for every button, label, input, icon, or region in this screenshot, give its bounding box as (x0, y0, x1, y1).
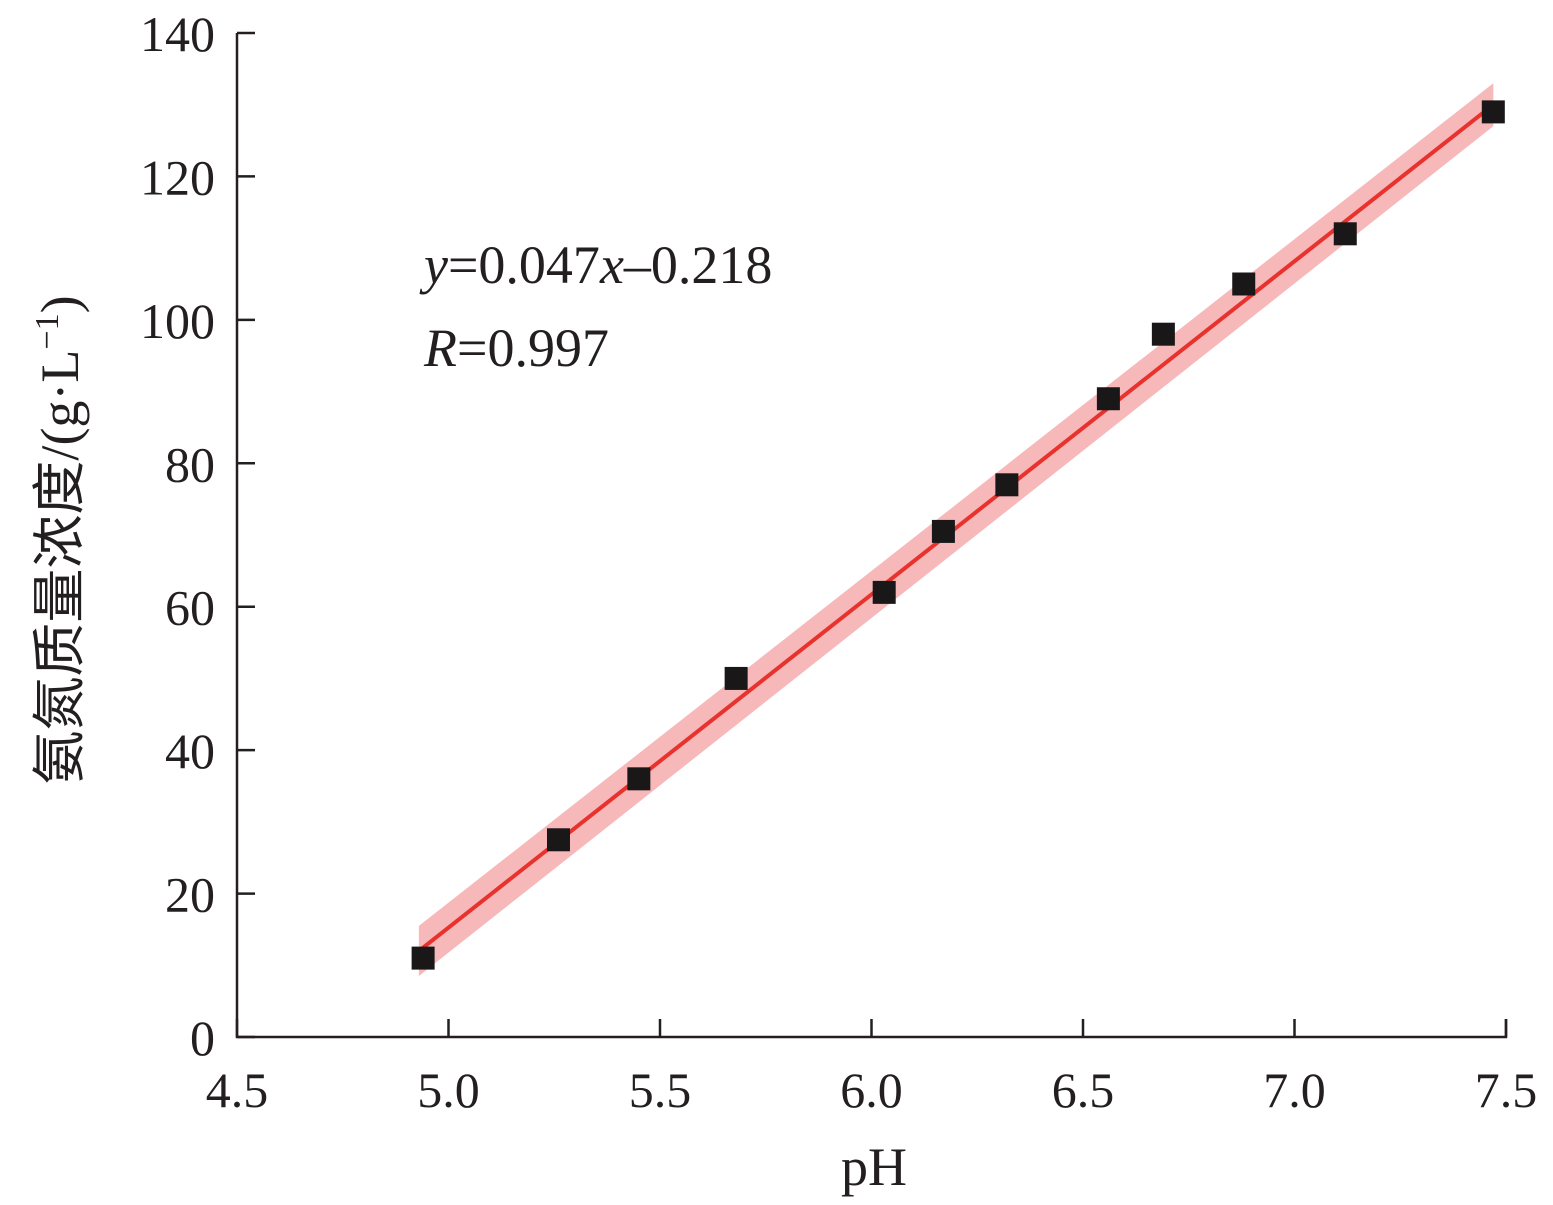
r-var: R (423, 318, 457, 378)
y-tick-label: 40 (165, 723, 215, 779)
y-axis-title: 氨氮质量浓度/(g·L−1) (29, 295, 90, 784)
data-point (931, 519, 955, 543)
x-tick-label: 4.5 (206, 1062, 269, 1118)
fit-line (417, 103, 1495, 953)
y-tick-label: 0 (190, 1010, 215, 1066)
regression-equation: y=0.047x–0.218 (419, 235, 772, 295)
data-point (1333, 222, 1357, 246)
y-tick-label: 60 (165, 580, 215, 636)
x-tick-label: 5.0 (417, 1062, 480, 1118)
y-tick-label: 100 (140, 293, 215, 349)
equation-var-y: y (419, 235, 448, 295)
r-value: =0.997 (457, 318, 609, 378)
x-tick-label: 6.5 (1052, 1062, 1115, 1118)
axes (235, 33, 1508, 1039)
data-point (627, 767, 651, 791)
correlation-coefficient: R=0.997 (423, 318, 609, 378)
y-tick-label: 140 (140, 6, 215, 62)
data-point (995, 473, 1019, 497)
x-tick-label: 6.0 (840, 1062, 903, 1118)
y-axis-title-close: ) (30, 295, 90, 313)
y-axis-title-main: 氨氮质量浓度/(g·L (30, 350, 90, 785)
data-point (1232, 272, 1256, 296)
data-point (1096, 387, 1120, 411)
x-tick-label: 5.5 (629, 1062, 692, 1118)
fit-line-layer (417, 103, 1495, 953)
data-point (1151, 322, 1175, 346)
x-axis-title: pH (841, 1137, 907, 1197)
x-axis: 4.5 5.0 5.5 6.0 6.5 7.0 7.5 (206, 1019, 1538, 1118)
data-point (872, 580, 896, 604)
data-point (724, 666, 748, 690)
equation-slope: =0.047 (448, 235, 600, 295)
data-points (411, 100, 1505, 970)
y-tick-label: 120 (140, 149, 215, 205)
y-tick-label: 20 (165, 867, 215, 923)
y-axis: 0 20 40 60 80 100 120 140 (140, 6, 255, 1066)
data-point (411, 946, 435, 970)
equation-intercept: –0.218 (623, 235, 773, 295)
y-tick-label: 80 (165, 436, 215, 492)
x-tick-label: 7.0 (1263, 1062, 1326, 1118)
data-point (546, 828, 570, 852)
y-axis-title-superscript: −1 (29, 313, 66, 349)
equation-var-x: x (599, 235, 624, 295)
x-tick-label: 7.5 (1475, 1062, 1538, 1118)
data-point (1481, 100, 1505, 124)
